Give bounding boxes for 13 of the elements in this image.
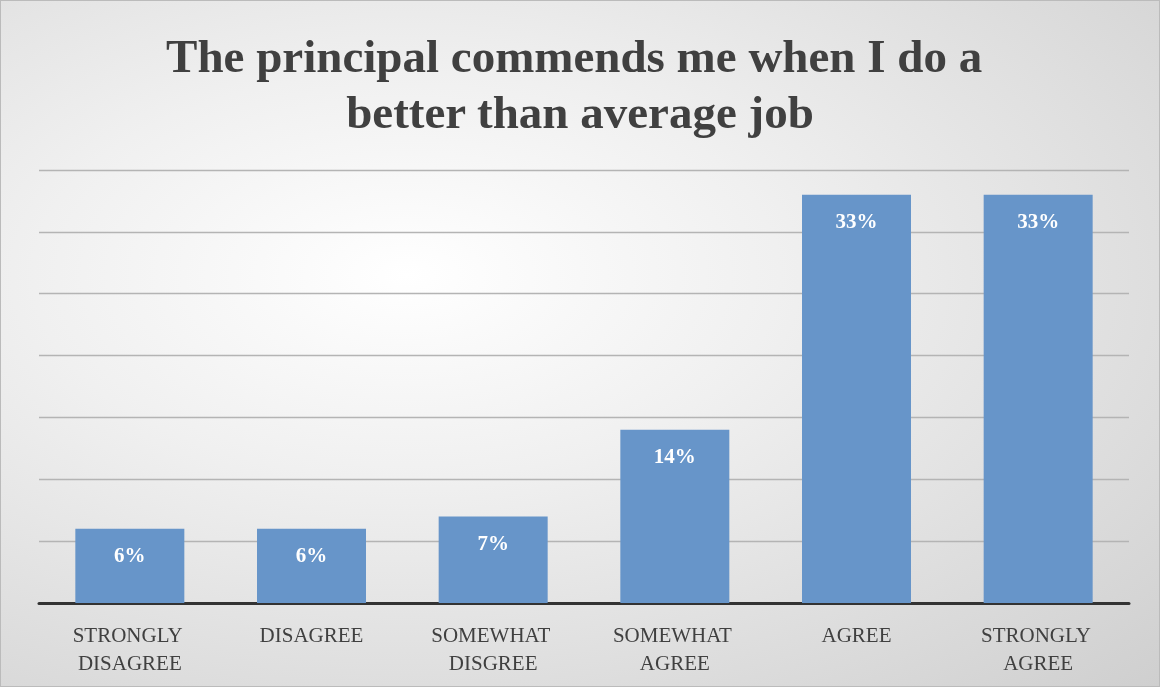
x-tick-label: SOMEWHAT AGREE xyxy=(612,623,737,675)
data-label: 33% xyxy=(835,209,878,234)
x-tick-label: SOMEWHAT DISGREE xyxy=(431,623,556,675)
x-tick-label: STRONGLY AGREE xyxy=(980,623,1096,675)
x-tick-label: DISAGREE xyxy=(259,623,364,647)
data-label: 6% xyxy=(295,543,328,568)
chart-title: The principal commends me when I do a better than average job xyxy=(166,30,994,138)
x-tick-label: STRONGLY DISAGREE xyxy=(72,623,188,675)
data-label: 33% xyxy=(1017,209,1060,234)
x-tick-label: AGREE xyxy=(821,623,892,647)
data-label: 7% xyxy=(477,530,509,555)
data-label: 14% xyxy=(653,444,696,469)
data-label: 6% xyxy=(114,543,146,568)
